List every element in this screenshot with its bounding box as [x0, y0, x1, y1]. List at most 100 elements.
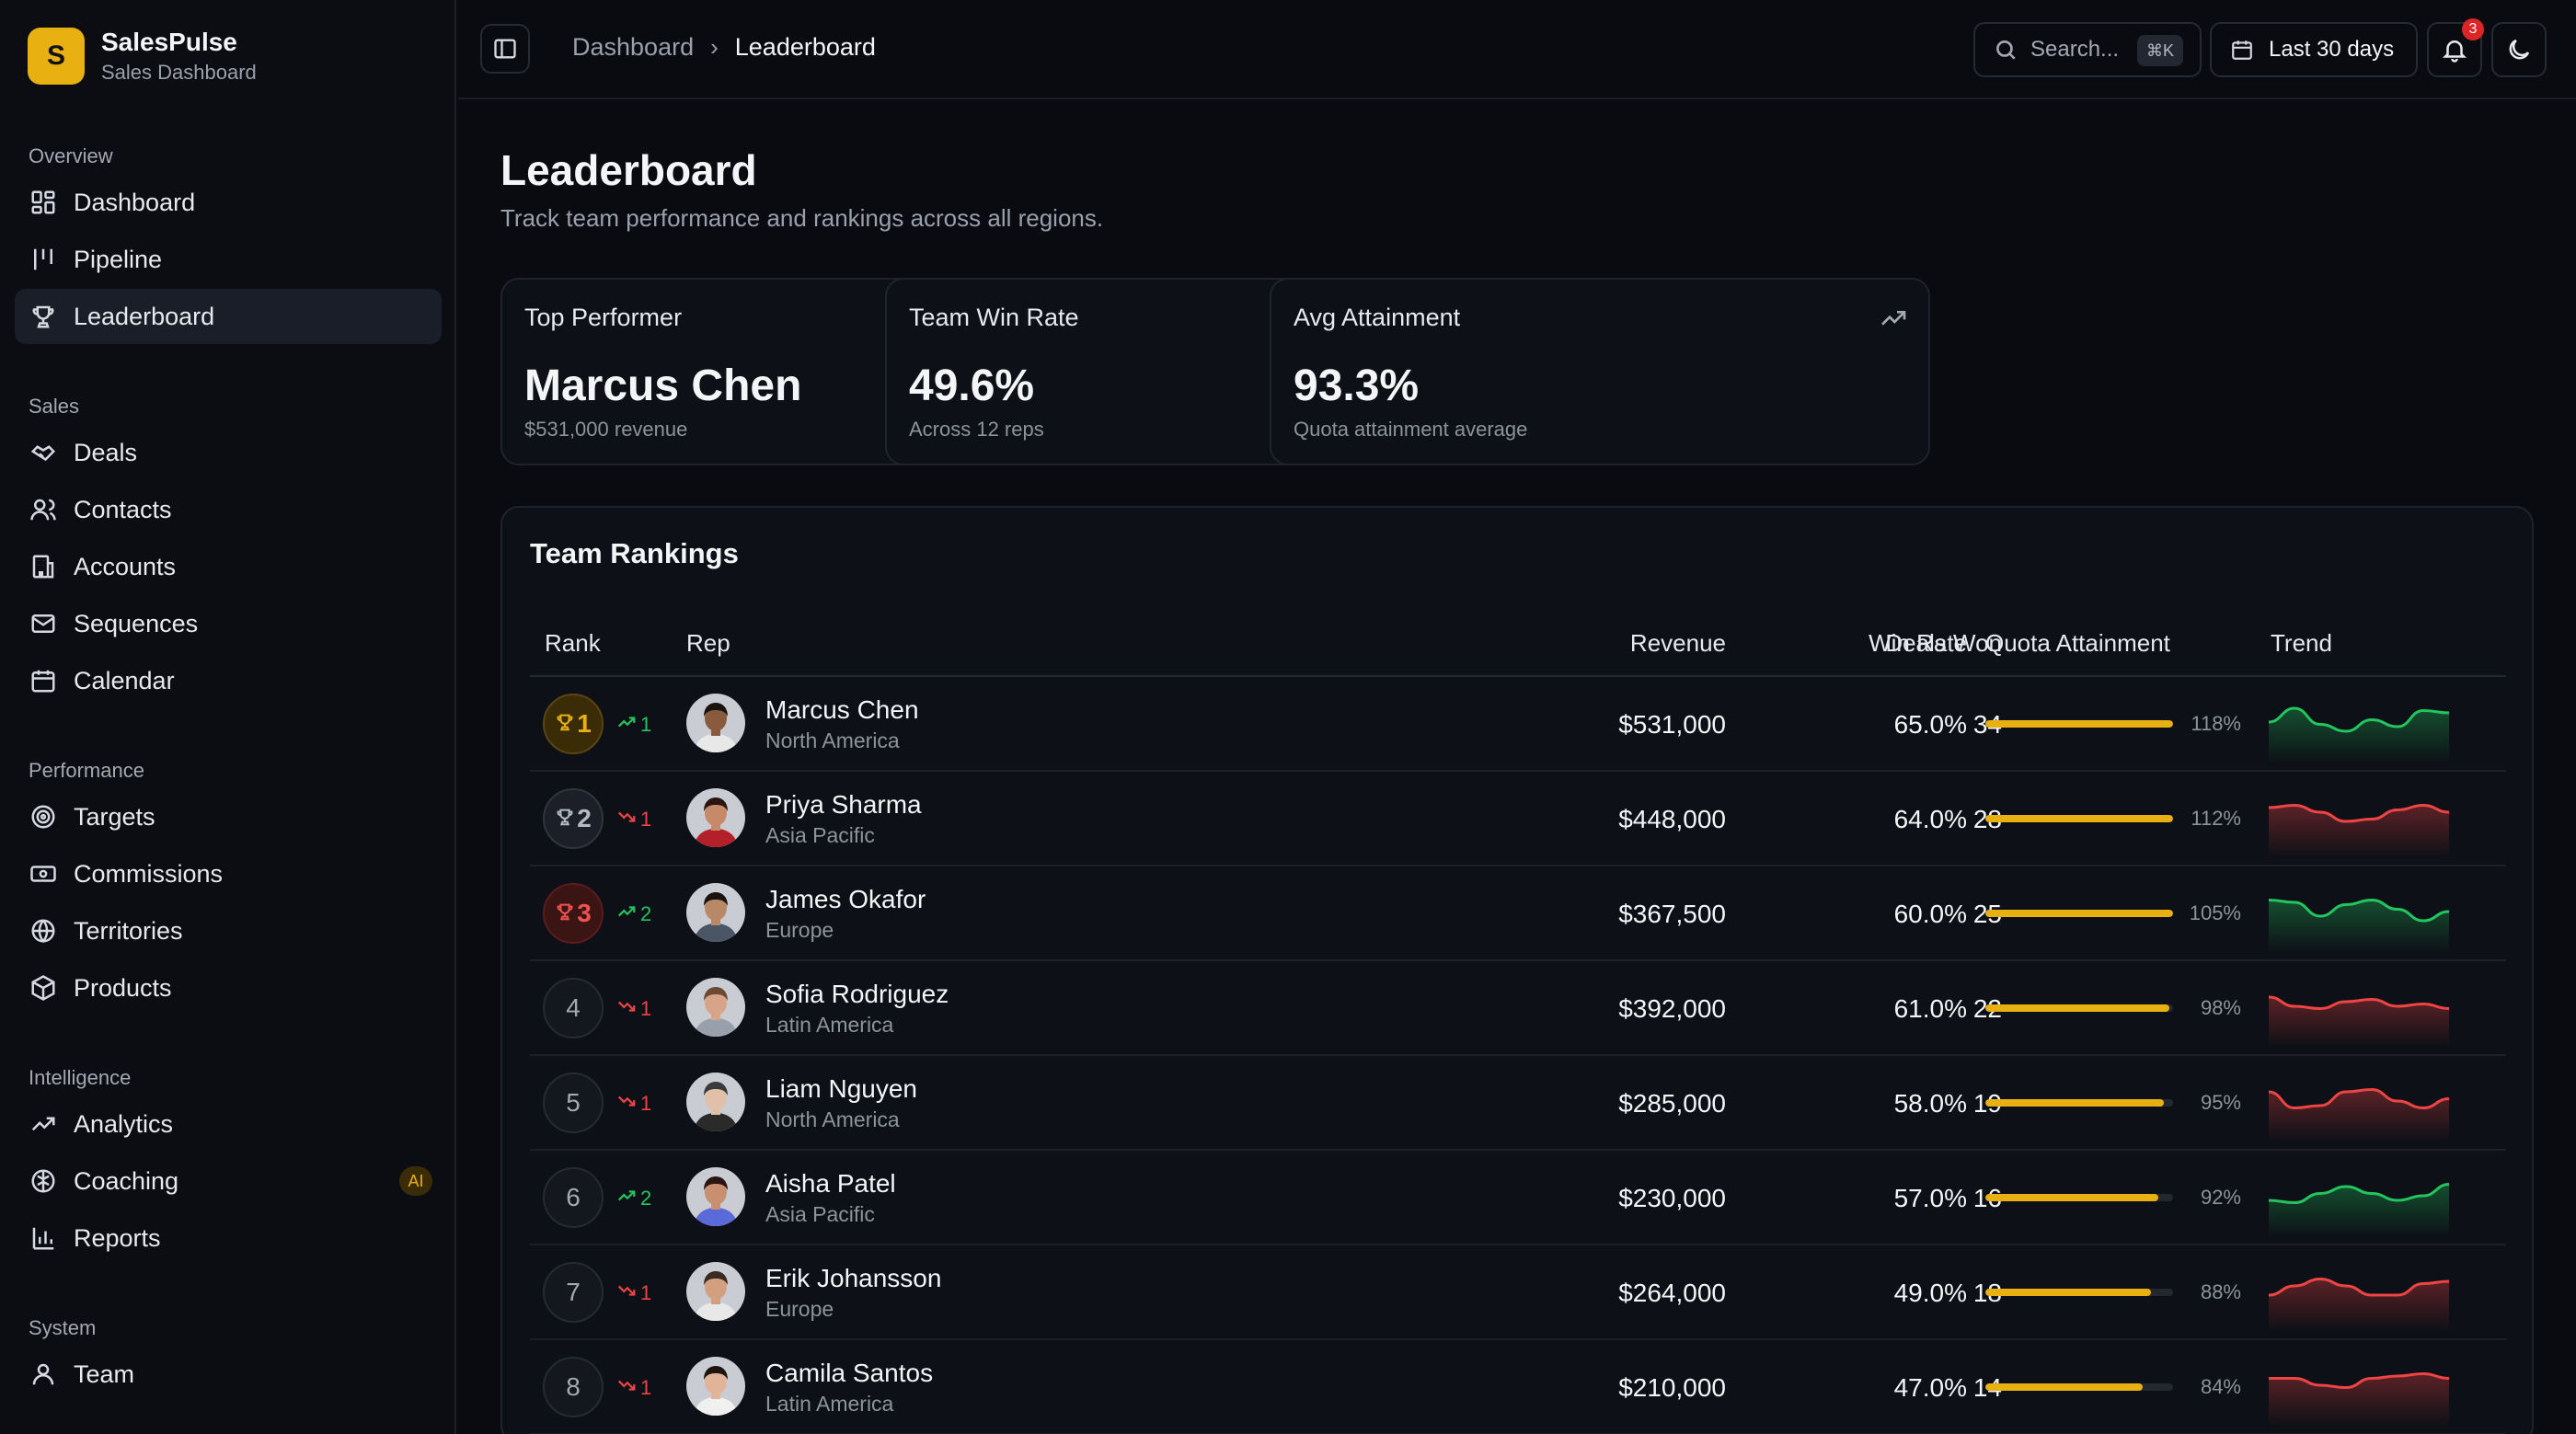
theme-toggle-button[interactable]: [2491, 22, 2547, 77]
card-label: Team Win Rate: [909, 304, 1079, 331]
quota-percent: 84%: [2200, 1375, 2241, 1398]
quota-percent: 112%: [2191, 807, 2241, 830]
rank-change-value: 2: [640, 1187, 652, 1210]
quota-percent: 92%: [2200, 1186, 2241, 1209]
rank-change-value: 1: [640, 1092, 652, 1115]
notifications-button[interactable]: 3: [2427, 18, 2484, 77]
revenue-cell: $285,000: [1618, 1089, 1726, 1118]
users-icon: [28, 494, 59, 525]
search-button[interactable]: Search... ⌘K: [1973, 22, 2202, 77]
chevron-right-icon: ›: [710, 33, 719, 61]
brand[interactable]: S SalesPulse Sales Dashboard: [28, 28, 257, 85]
col-quota-attainment[interactable]: Quota Attainment: [1985, 629, 2170, 657]
rank-number: 6: [566, 1183, 581, 1211]
card-value: 93.3%: [1294, 361, 1420, 410]
sidebar-item-calendar[interactable]: Calendar: [15, 653, 442, 708]
win-rate-cell: 65.0%: [1893, 710, 1967, 739]
rank-change-value: 1: [640, 1281, 652, 1304]
sidebar-item-label: Targets: [74, 802, 155, 831]
avatar: [686, 1073, 745, 1131]
rep-name[interactable]: Camila Santos: [765, 1359, 934, 1387]
date-range-button[interactable]: Last 30 days: [2210, 22, 2418, 77]
sidebar-item-deals[interactable]: Deals: [15, 425, 442, 480]
pipeline-icon: [28, 244, 59, 275]
sidebar-item-label: Pipeline: [74, 245, 163, 273]
sidebar-item-reports[interactable]: Reports: [15, 1210, 442, 1266]
trending-down-icon: [616, 807, 640, 832]
sidebar-item-analytics[interactable]: Analytics: [15, 1096, 442, 1152]
rep-name[interactable]: Aisha Patel: [765, 1169, 896, 1198]
quota-progress-bar: [1985, 910, 2173, 917]
quota-progress-fill: [1985, 1289, 2151, 1296]
mail-icon: [28, 608, 59, 639]
col-rep[interactable]: Rep: [686, 629, 730, 657]
rep-name[interactable]: Priya Sharma: [765, 790, 922, 819]
quota-percent: 118%: [2191, 712, 2241, 735]
trend-sparkline: [2268, 1262, 2450, 1332]
trend-sparkline: [2269, 1357, 2450, 1427]
col-trend[interactable]: Trend: [2271, 629, 2332, 657]
trending-up-icon: [616, 712, 640, 738]
col-deals-won[interactable]: Deals Won: [1885, 629, 2002, 657]
trophy-icon: [28, 301, 59, 332]
rep-region: Europe: [765, 1297, 834, 1321]
table-row[interactable]: 71 Erik JohanssonEurope$264,0001849.0%88…: [530, 1245, 2506, 1340]
trending-up-icon: [28, 1108, 59, 1140]
sidebar-item-products[interactable]: Products: [15, 960, 442, 1015]
rep-region: Asia Pacific: [765, 823, 875, 847]
rank-badge: 2: [543, 788, 604, 849]
sidebar-toggle-button[interactable]: [480, 24, 530, 74]
nav-section-title: System: [29, 1316, 97, 1339]
sidebar-item-leaderboard[interactable]: Leaderboard: [15, 289, 442, 344]
win-rate-cell: 47.0%: [1893, 1373, 1967, 1402]
trend-sparkline: [2268, 1167, 2450, 1237]
col-win-rate[interactable]: Win Rate: [1869, 629, 1967, 657]
rep-region: North America: [765, 728, 900, 752]
sidebar-item-targets[interactable]: Targets: [15, 789, 442, 844]
moon-icon: [2509, 39, 2530, 60]
rep-name[interactable]: Sofia Rodriguez: [765, 980, 949, 1008]
quota-progress-bar: [1985, 1194, 2173, 1201]
calendar-icon: [2232, 40, 2252, 60]
team-rankings-panel: Team Rankings Rank Rep Revenue Deals Won…: [500, 506, 2534, 1434]
card-subtext: $531,000 revenue: [524, 418, 688, 441]
sidebar-item-accounts[interactable]: Accounts: [15, 539, 442, 594]
rep-name[interactable]: Erik Johansson: [765, 1264, 942, 1292]
col-rank[interactable]: Rank: [545, 629, 601, 657]
quota-percent: 98%: [2200, 996, 2241, 1019]
rank-badge: 1: [543, 694, 604, 754]
rep-name[interactable]: Marcus Chen: [765, 695, 919, 724]
rep-region: Europe: [765, 918, 834, 942]
sidebar-item-coaching[interactable]: Coaching AI: [15, 1153, 442, 1209]
sidebar-item-team[interactable]: Team: [15, 1347, 442, 1402]
sidebar: S SalesPulse Sales Dashboard Overview Das…: [0, 0, 456, 1434]
col-revenue[interactable]: Revenue: [1629, 629, 1726, 657]
sidebar-item-commissions[interactable]: Commissions: [15, 846, 442, 901]
sidebar-item-dashboard[interactable]: Dashboard: [15, 175, 442, 230]
quota-progress-bar: [1985, 1004, 2173, 1012]
quota-progress-fill: [1985, 910, 2173, 917]
quota-progress-fill: [1985, 720, 2173, 728]
breadcrumb-dashboard[interactable]: Dashboard: [572, 33, 695, 61]
revenue-cell: $367,500: [1618, 900, 1726, 928]
rep-name[interactable]: Liam Nguyen: [765, 1074, 917, 1103]
sidebar-item-label: Leaderboard: [74, 302, 215, 330]
sidebar-item-territories[interactable]: Territories: [15, 903, 442, 958]
sidebar-item-sequences[interactable]: Sequences: [15, 596, 442, 651]
notification-badge: 3: [2462, 18, 2484, 40]
rep-name[interactable]: James Okafor: [765, 885, 926, 913]
rank-change: 1: [616, 712, 651, 738]
trending-down-icon: [616, 1091, 640, 1117]
breadcrumb-leaderboard: Leaderboard: [734, 33, 876, 61]
sidebar-item-contacts[interactable]: Contacts: [15, 482, 442, 537]
banknote-icon: [28, 858, 59, 889]
trophy-icon: [555, 709, 577, 739]
sidebar-item-pipeline[interactable]: Pipeline: [15, 232, 442, 287]
